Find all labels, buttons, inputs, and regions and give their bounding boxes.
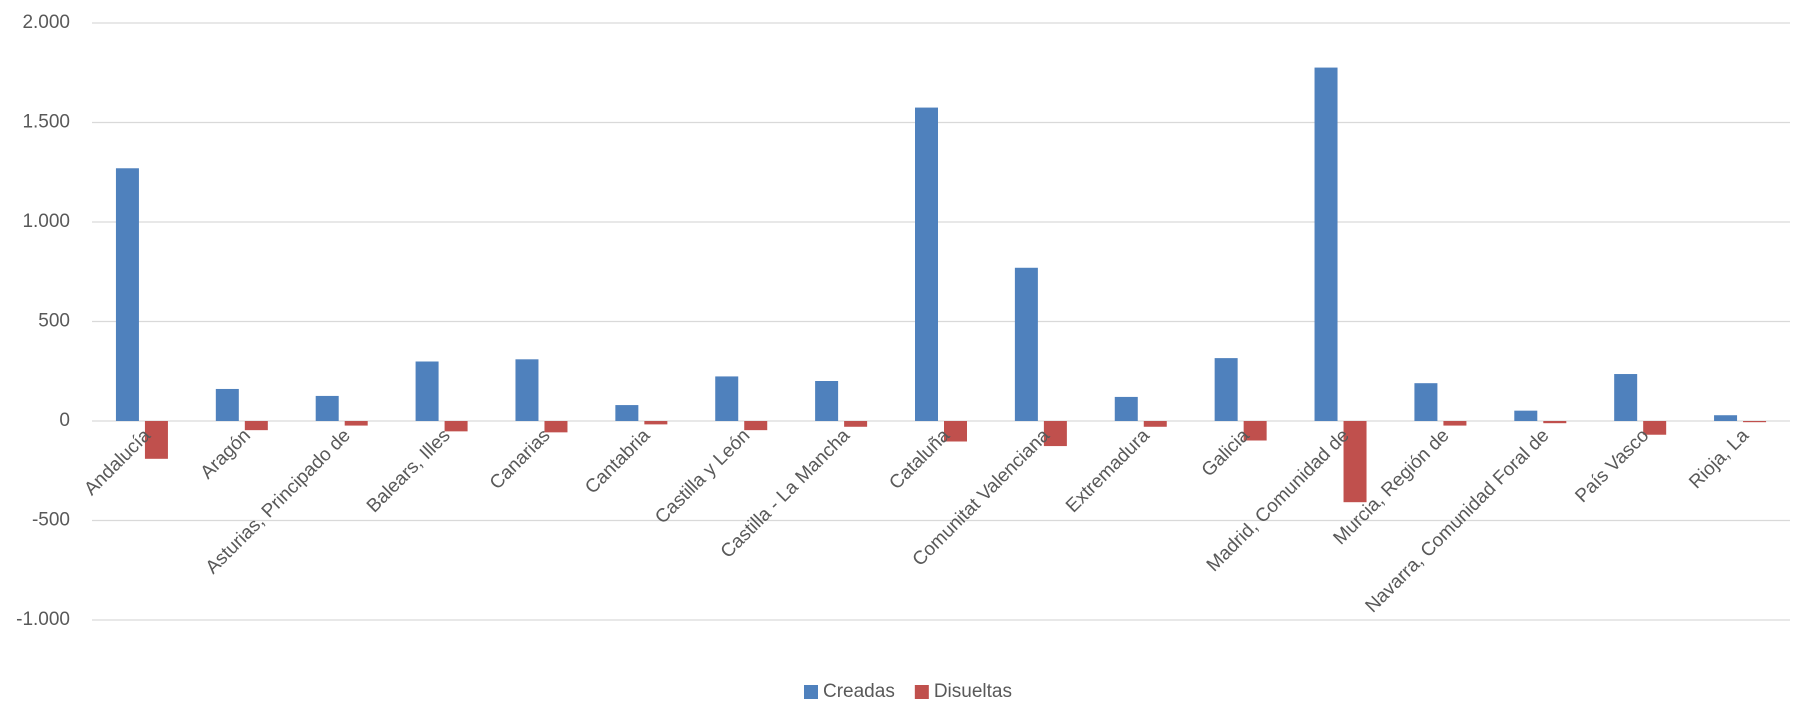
bar [1243, 421, 1267, 441]
bar [344, 421, 368, 426]
bar [244, 421, 268, 431]
bar [844, 421, 868, 427]
bar [1714, 415, 1738, 421]
legend-label: Disueltas [934, 681, 1012, 701]
y-tick-label: 500 [38, 311, 70, 332]
y-tick-label: -500 [32, 510, 70, 531]
bar [644, 421, 668, 425]
bar [215, 388, 239, 421]
legend-label: Creadas [823, 681, 895, 701]
bar [1043, 421, 1067, 447]
x-tick-label: Cataluña [885, 425, 954, 494]
legend-swatch [804, 685, 818, 699]
bar [1514, 410, 1538, 421]
x-tick-label: Galicia [1198, 425, 1254, 481]
bar [744, 421, 768, 431]
y-tick-label: 0 [59, 410, 70, 431]
y-tick-label: 2.000 [22, 12, 70, 33]
x-tick-label: Rioja, La [1685, 425, 1753, 493]
bar [915, 107, 938, 421]
bar [1314, 67, 1338, 422]
y-tick-label: 1.000 [22, 211, 70, 232]
bar [315, 395, 339, 421]
legend-swatch [914, 685, 929, 699]
x-tick-label: Balears, Illes [363, 425, 455, 517]
bar [415, 361, 439, 421]
bar [1643, 421, 1667, 435]
bar [1014, 267, 1038, 421]
bar [144, 421, 168, 459]
bar [115, 168, 139, 421]
y-tick-label: 1.500 [22, 112, 70, 133]
bar [1114, 396, 1138, 421]
x-tick-label: Castilla y León [651, 425, 754, 528]
bar [444, 421, 468, 432]
x-tick-label: Aragón [197, 425, 255, 483]
y-tick-label: -1.000 [16, 609, 70, 630]
bar [815, 381, 839, 421]
bar [515, 359, 539, 421]
bar [544, 421, 568, 433]
x-tick-label: País Vasco [1571, 425, 1653, 507]
bar [1343, 421, 1367, 503]
x-tick-label: Navarra, Comunidad Foral de [1362, 425, 1554, 617]
bar [1414, 383, 1438, 421]
bar [1743, 421, 1767, 423]
bar [1443, 421, 1467, 426]
x-tick-label: Cantabria [581, 425, 654, 498]
bar [1214, 358, 1238, 421]
bar [944, 421, 967, 442]
bar [615, 405, 639, 421]
x-tick-label: Extremadura [1062, 425, 1154, 517]
x-tick-label: Canarias [486, 425, 555, 494]
bar [1543, 421, 1567, 424]
x-tick-label: Andalucía [80, 425, 155, 500]
bar [1614, 374, 1638, 421]
bar [715, 376, 739, 421]
bar [1143, 421, 1167, 427]
